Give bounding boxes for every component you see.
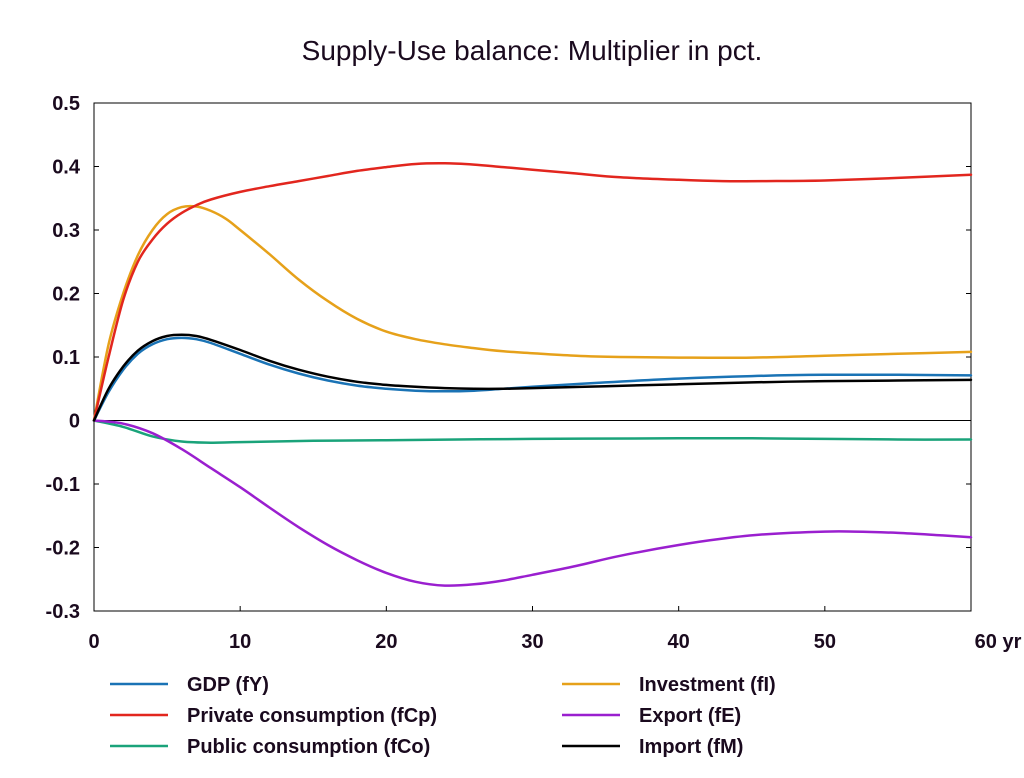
y-tick-label: 0.4 (52, 157, 81, 179)
x-axis: 0 10 20 30 40 50 60 yr (88, 606, 1022, 653)
series-lines (92, 162, 973, 587)
legend-label-public-consumption-fco: Public consumption (fCo) (187, 736, 430, 758)
legend: GDP (fY) Private consumption (fCp) Public … (110, 674, 776, 758)
legend-label-private-consumption-fcp: Private consumption (fCp) (187, 705, 437, 727)
series-line-investment-fi (92, 204, 973, 422)
legend-label-import-fm: Import (fM) (639, 736, 743, 758)
series-line-import-fm (92, 333, 973, 422)
x-tick-label: 10 (229, 631, 251, 653)
series-line-export-fe (92, 419, 973, 587)
y-tick-label: -0.2 (46, 538, 80, 560)
y-axis: -0.3 -0.2 -0.1 0 0.1 0.2 0.3 0.4 0.5 (46, 93, 971, 623)
legend-label-investment-fi: Investment (fI) (639, 674, 776, 696)
chart-title: Supply-Use balance: Multiplier in pct. (302, 35, 763, 66)
legend-label-gdp-fy: GDP (fY) (187, 674, 269, 696)
y-tick-label: 0.2 (52, 284, 80, 306)
y-tick-label: 0.5 (52, 93, 80, 115)
legend-label-export-fe: Export (fE) (639, 705, 741, 727)
x-tick-label: 30 (521, 631, 543, 653)
x-tick-label: 20 (375, 631, 397, 653)
x-tick-label: 60 yr (975, 631, 1022, 653)
y-tick-label: -0.1 (46, 474, 80, 496)
y-tick-label: 0.3 (52, 220, 80, 242)
x-tick-label: 40 (668, 631, 690, 653)
y-tick-label: 0.1 (52, 347, 80, 369)
x-tick-label: 50 (814, 631, 836, 653)
series-line-gdp-fy (92, 336, 973, 422)
series-line-private-consumption-fcp (92, 162, 973, 422)
y-tick-label: 0 (69, 411, 80, 433)
x-tick-label: 0 (88, 631, 99, 653)
y-tick-label: -0.3 (46, 601, 80, 623)
series-line-public-consumption-fco (92, 419, 973, 444)
